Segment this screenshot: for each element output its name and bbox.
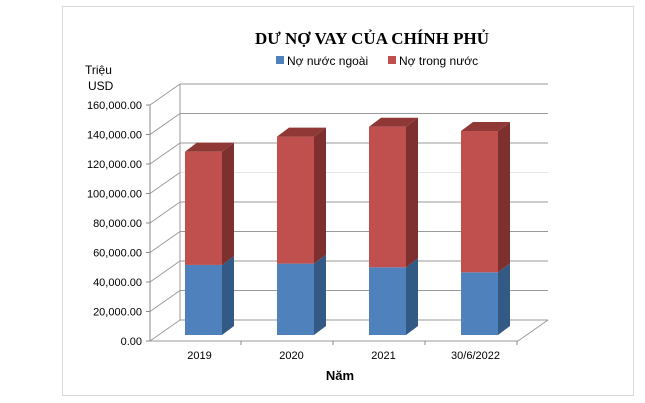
x-tick-label: 2020 xyxy=(279,350,303,362)
y-tick-label: 20,000.00 xyxy=(93,307,142,319)
legend: Nợ nước ngoài Nợ trong nước xyxy=(276,54,478,68)
floor-edge xyxy=(150,319,549,342)
y-tick-label: 80,000.00 xyxy=(93,218,142,230)
bar-1-2 xyxy=(369,126,406,268)
chart-title: DƯ NỢ VAY CỦA CHÍNH PHỦ xyxy=(255,29,489,48)
side-gridline xyxy=(149,83,181,106)
side-gridline xyxy=(149,172,181,194)
y-axis-label-line1: Triệu xyxy=(85,63,112,77)
y-tick-label: 140,000.00 xyxy=(87,130,142,142)
legend-label-0: Nợ nước ngoài xyxy=(287,54,368,68)
bar-top-0 xyxy=(185,142,234,152)
bar-side-1-1 xyxy=(314,127,326,264)
legend-swatch-0 xyxy=(276,56,284,64)
bar-0-1 xyxy=(277,263,314,335)
bar-top-1 xyxy=(277,127,326,137)
bar-1-0 xyxy=(185,151,222,265)
chart-border xyxy=(62,6,634,396)
y-tick-label: 120,000.00 xyxy=(87,159,142,171)
side-gridline xyxy=(149,113,181,135)
side-gridline xyxy=(149,319,181,342)
bar-1-3 xyxy=(461,131,498,273)
bar-side-0-3 xyxy=(498,263,510,335)
bar-side-0-2 xyxy=(406,258,418,335)
bar-top-3 xyxy=(461,122,510,132)
side-gridline xyxy=(149,260,181,283)
y-tick-label: 0.00 xyxy=(121,336,142,348)
bar-side-1-0 xyxy=(222,142,234,265)
legend-swatch-1 xyxy=(388,56,396,64)
y-tick-label: 100,000.00 xyxy=(87,189,142,201)
y-axis-label-line2: USD xyxy=(88,79,114,93)
side-gridline xyxy=(149,201,181,224)
bar-0-2 xyxy=(369,267,406,335)
x-axis-label: Năm xyxy=(326,368,354,383)
y-tick-label: 40,000.00 xyxy=(93,277,142,289)
y-tick-label: 60,000.00 xyxy=(93,248,142,260)
bar-side-1-2 xyxy=(406,117,418,268)
bar-0-0 xyxy=(185,264,222,335)
bar-side-0-0 xyxy=(222,255,234,335)
bar-1-1 xyxy=(277,136,314,264)
x-tick-label: 2021 xyxy=(371,350,395,362)
legend-label-1: Nợ trong nước xyxy=(399,54,478,68)
bar-top-2 xyxy=(369,117,418,127)
side-gridline xyxy=(149,290,181,312)
bar-side-0-1 xyxy=(314,254,326,335)
y-tick-label: 160,000.00 xyxy=(87,100,142,112)
x-tick-label: 2019 xyxy=(187,350,211,362)
bar-side-1-3 xyxy=(498,122,510,273)
side-gridline xyxy=(149,231,181,253)
bar-0-3 xyxy=(461,272,498,335)
x-tick-label: 30/6/2022 xyxy=(451,350,500,362)
side-gridline xyxy=(149,142,181,165)
